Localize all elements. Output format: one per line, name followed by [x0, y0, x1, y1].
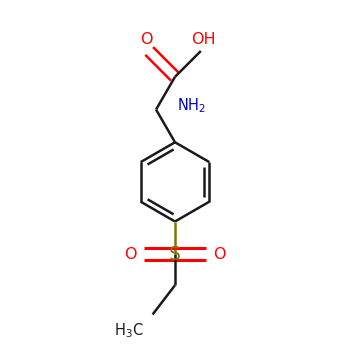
Text: O: O [140, 32, 153, 47]
Text: O: O [125, 247, 137, 262]
Text: OH: OH [191, 32, 216, 47]
Text: NH$_2$: NH$_2$ [177, 97, 206, 116]
Text: O: O [213, 247, 225, 262]
Text: H$_3$C: H$_3$C [114, 321, 144, 340]
Text: S: S [169, 245, 181, 264]
